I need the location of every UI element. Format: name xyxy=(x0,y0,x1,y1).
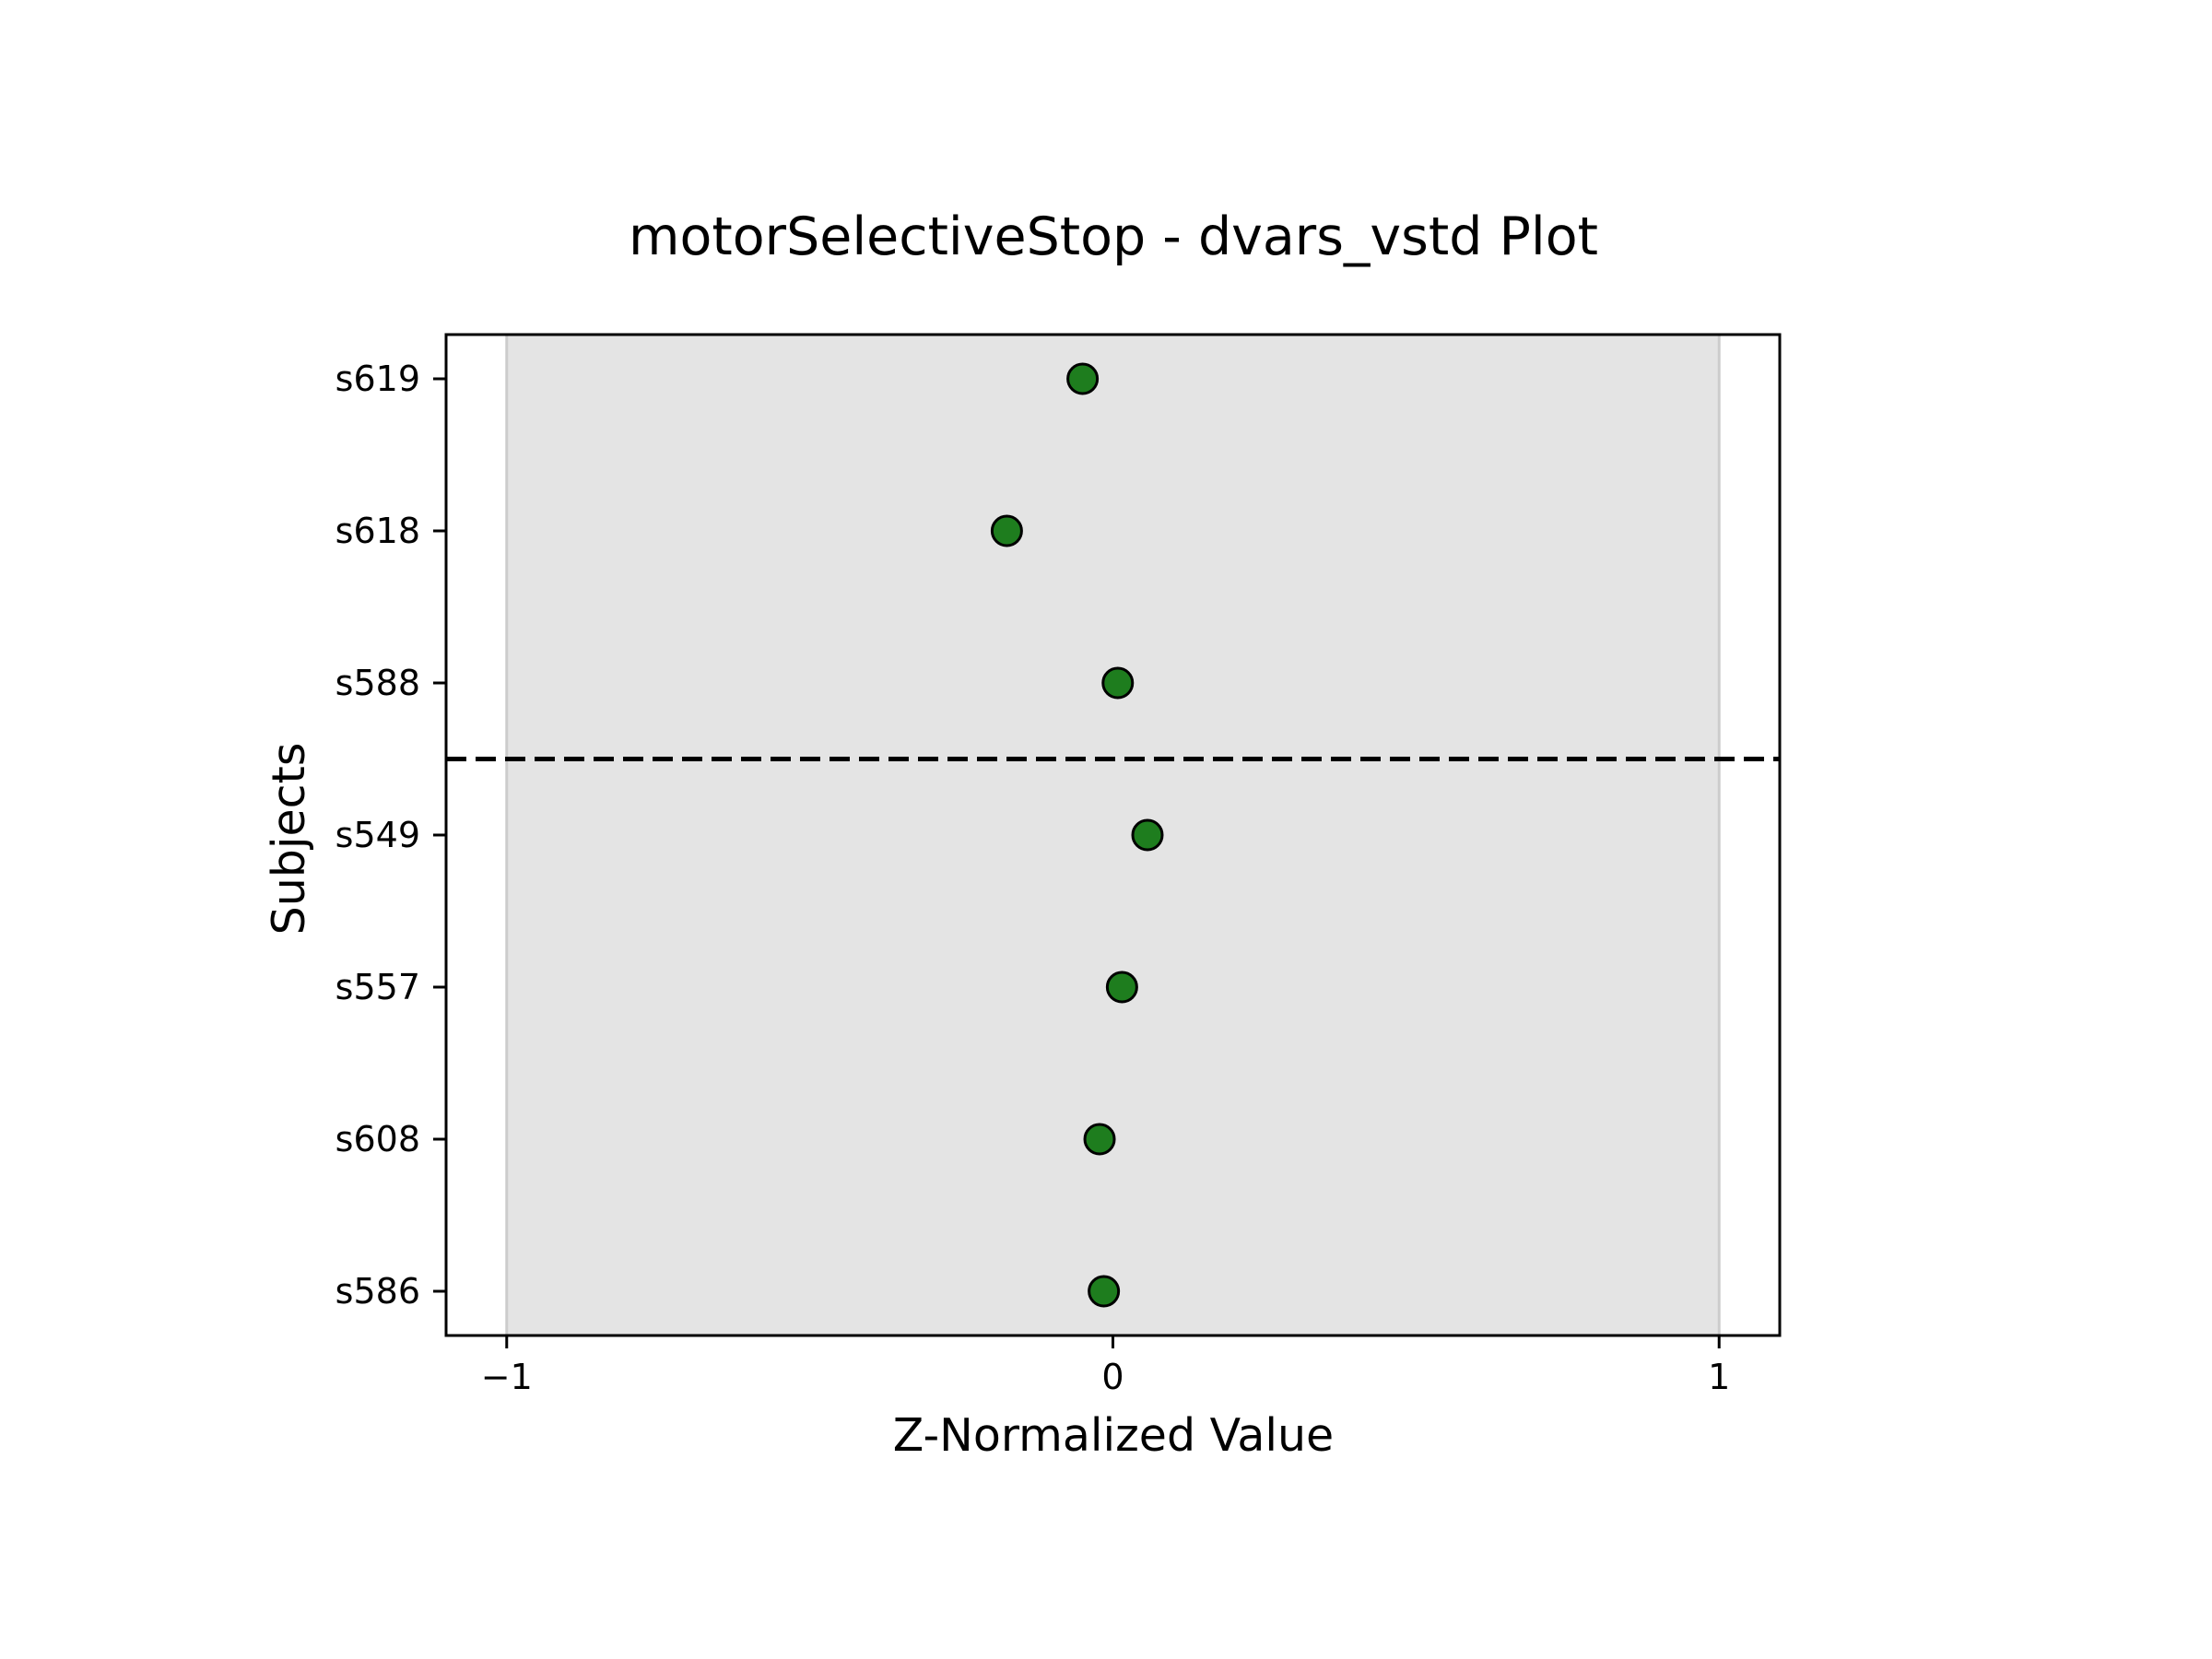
data-point xyxy=(1083,1123,1116,1156)
y-tick-label: s619 xyxy=(335,359,420,399)
data-point xyxy=(1088,1275,1121,1308)
x-tick-label: 1 xyxy=(1708,1357,1730,1397)
y-tick-label: s549 xyxy=(335,815,420,855)
x-tick-label: −1 xyxy=(481,1357,533,1397)
x-axis-label: Z-Normalized Value xyxy=(893,1409,1334,1462)
y-tick-label: s586 xyxy=(335,1271,420,1312)
y-tick-label: s588 xyxy=(335,663,420,703)
x-tick-label: 0 xyxy=(1101,1357,1124,1397)
data-point xyxy=(1066,362,1100,395)
y-tick-label: s608 xyxy=(335,1119,420,1159)
chart-title: motorSelectiveStop - dvars_vstd Plot xyxy=(629,206,1598,267)
data-point xyxy=(1131,818,1164,852)
data-point xyxy=(990,514,1023,547)
data-point xyxy=(1105,971,1138,1004)
data-point xyxy=(1101,666,1135,700)
threshold-band xyxy=(506,335,1720,1335)
y-tick-label: s618 xyxy=(335,511,420,551)
y-axis-label: Subjects xyxy=(263,743,315,935)
y-tick-label: s557 xyxy=(335,967,420,1007)
